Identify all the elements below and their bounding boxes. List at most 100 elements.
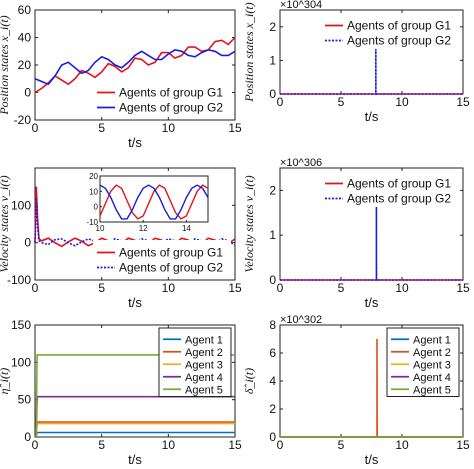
y-tick-label: 0 <box>24 236 31 250</box>
x-tick-label: 10 <box>395 95 409 109</box>
series-line-5 <box>35 354 235 438</box>
y-tick-label: 2 <box>269 402 276 416</box>
legend-label-4: Agent 4 <box>413 372 451 384</box>
y-tick-label: 6 <box>269 346 276 360</box>
legend-label-5: Agent 5 <box>185 384 223 396</box>
legend-label-2: Agents of group G2 <box>347 192 451 206</box>
x-tick-label: 0 <box>32 281 39 295</box>
x-tick-label: 0 <box>277 438 284 452</box>
x-tick-label: 0 <box>277 281 284 295</box>
x-tick-label: 5 <box>98 438 105 452</box>
x-axis-label: t/s <box>128 452 142 467</box>
y-axis-label: η̂_i(t) <box>0 368 11 395</box>
y-tick-label: 0 <box>269 430 276 444</box>
x-axis-label: t/s <box>128 135 142 150</box>
x-tick-label: 15 <box>228 121 242 135</box>
y-tick-label: 4 <box>269 374 276 388</box>
y-tick-label: 50 <box>18 393 32 407</box>
x-tick-label: 10 <box>395 438 409 452</box>
x-axis-label: t/s <box>365 452 379 467</box>
legend-box <box>93 80 231 116</box>
x-tick-label: 15 <box>456 95 470 109</box>
legend-label-1: Agent 1 <box>413 334 451 346</box>
legend-label-2: Agent 2 <box>413 347 451 359</box>
inset-x-tick-label: 12 <box>139 224 148 233</box>
inset-y-tick-label: -10 <box>86 218 98 227</box>
y-tick-label: 0 <box>269 273 276 287</box>
x-tick-label: 10 <box>162 121 176 135</box>
x-tick-label: 0 <box>277 95 284 109</box>
legend-label-1: Agents of group G1 <box>347 19 451 33</box>
y-axis-label: Velocity states v_i(t) <box>242 175 256 272</box>
x-tick-label: 15 <box>228 438 242 452</box>
axis-exponent: ×10^304 <box>280 0 322 11</box>
axis-exponent: ×10^302 <box>280 314 322 326</box>
x-tick-label: 10 <box>395 281 409 295</box>
inset-y-tick-label: 10 <box>89 187 98 196</box>
inset-plot: 10 12 14 -10 0 10 20 <box>86 172 209 233</box>
x-tick-label: 0 <box>32 438 39 452</box>
x-tick-label: 5 <box>338 95 345 109</box>
inset-series-line-2 <box>99 184 209 220</box>
series-line-1 <box>34 36 236 94</box>
x-tick-label: 0 <box>32 121 39 135</box>
y-tick-label: 20 <box>18 58 32 72</box>
legend-label-2: Agents of group G2 <box>119 101 223 115</box>
legend-label-3: Agent 3 <box>185 359 223 371</box>
legend-label-2: Agents of group G2 <box>119 261 223 275</box>
legend-label-1: Agents of group G1 <box>119 86 223 100</box>
y-tick-label: 1 <box>269 228 276 242</box>
y-tick-label: 2 <box>269 183 276 197</box>
x-tick-label: 10 <box>162 281 176 295</box>
legend-box <box>93 240 231 276</box>
axis-exponent: ×10^306 <box>280 157 322 169</box>
series-line-2 <box>280 33 463 95</box>
y-tick-label: -100 <box>7 273 31 287</box>
y-tick-label: 40 <box>18 31 32 45</box>
y-tick-label: 100 <box>11 355 31 369</box>
y-tick-label: 60 <box>18 3 32 17</box>
legend-label-4: Agent 4 <box>185 372 223 384</box>
legend-label-1: Agents of group G1 <box>119 246 223 260</box>
y-axis-label: Velocity states v_i(t) <box>0 175 11 272</box>
legend-label-5: Agent 5 <box>413 384 451 396</box>
chart-panel-velocity-right: 0 5 10 15 0 1 2 t/s Velocity states v_i(t) ×10^30… <box>242 157 470 310</box>
y-axis-label: δ̂_i(t) <box>242 368 256 394</box>
inset-area <box>99 175 209 223</box>
chart-panel-position-right: 0 5 10 15 0 1 2 t/s Position states x_i(t) ×10^30… <box>242 0 470 124</box>
legend-box <box>321 171 459 207</box>
x-axis-label: t/s <box>365 295 379 310</box>
y-tick-label: 0 <box>24 86 31 100</box>
x-tick-label: 15 <box>228 281 242 295</box>
x-tick-label: 15 <box>456 281 470 295</box>
legend-label-2: Agents of group G2 <box>347 34 451 48</box>
x-tick-label: 15 <box>456 438 470 452</box>
y-tick-label: -20 <box>14 113 32 127</box>
y-tick-label: 1 <box>269 53 276 67</box>
y-tick-label: 2 <box>269 20 276 34</box>
x-tick-label: 5 <box>98 281 105 295</box>
x-tick-label: 5 <box>338 438 345 452</box>
y-tick-label: 150 <box>11 318 31 332</box>
x-tick-label: 10 <box>162 438 176 452</box>
series-line-2 <box>34 197 236 247</box>
legend-label-2: Agent 2 <box>185 347 223 359</box>
legend-label-1: Agents of group G1 <box>347 177 451 191</box>
x-axis-label: t/s <box>365 109 379 124</box>
inset-y-tick-label: 0 <box>94 203 99 212</box>
y-axis-label: Position states x_i(t) <box>0 15 11 115</box>
inset-x-tick-label: 10 <box>96 224 105 233</box>
y-tick-label: 0 <box>269 87 276 101</box>
legend-label-1: Agent 1 <box>185 334 223 346</box>
y-tick-label: 100 <box>11 198 31 212</box>
